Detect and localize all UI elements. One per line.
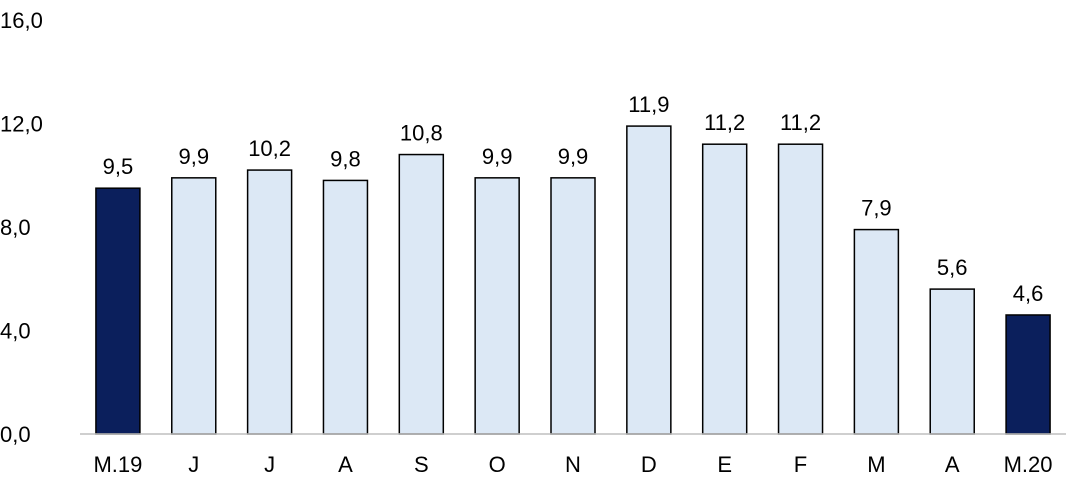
x-tick-label: J [188, 452, 199, 477]
bar [322, 179, 369, 435]
bar [246, 169, 293, 435]
bar-value-label: 11,2 [704, 110, 745, 135]
x-tick-label: A [338, 452, 353, 477]
x-tick-label: M.20 [1004, 452, 1053, 477]
bar [626, 125, 672, 435]
bar-value-label: 9,8 [330, 146, 361, 171]
bar [777, 143, 824, 435]
x-tick-label: N [565, 452, 581, 477]
x-tick-label: D [641, 452, 657, 477]
y-tick-label: 0,0 [0, 422, 31, 447]
x-tick-label: E [717, 452, 732, 477]
bar [171, 177, 217, 435]
bar-value-label: 4,6 [1013, 281, 1044, 306]
bar-value-label: 10,2 [248, 136, 291, 161]
bar [701, 143, 748, 435]
x-tick-label: A [945, 452, 960, 477]
bar-value-label: 11,9 [628, 92, 669, 117]
bar [1005, 314, 1051, 435]
bar [853, 228, 900, 435]
bar-value-label: 11,2 [780, 110, 821, 135]
x-axis-labels: M.19 J J A S O N D E F M A M.20 [93, 452, 1052, 477]
x-tick-label: J [264, 452, 275, 477]
y-tick-label: 16,0 [0, 8, 43, 33]
value-labels: 9,5 9,9 10,2 9,8 10,8 9,9 9,9 11,9 11,2 11,2 7,9 5,… [103, 92, 1044, 306]
bar-value-label: 5,6 [937, 255, 968, 280]
bar-value-label: 9,9 [482, 144, 513, 169]
x-tick-label: M.19 [93, 452, 142, 477]
bar [550, 177, 596, 435]
bars [95, 125, 1051, 435]
x-tick-label: S [414, 452, 429, 477]
bar-value-label: 9,9 [558, 144, 589, 169]
bar [929, 288, 975, 435]
bar [474, 177, 520, 435]
y-axis-ticks: 0,0 4,0 8,0 12,0 16,0 [0, 8, 43, 447]
bar-value-label: 9,9 [178, 144, 209, 169]
y-tick-label: 8,0 [0, 215, 31, 240]
y-tick-label: 4,0 [0, 319, 31, 344]
bar [398, 153, 445, 435]
y-tick-label: 12,0 [0, 112, 43, 137]
x-tick-label: O [489, 452, 506, 477]
bar-value-label: 10,8 [400, 121, 443, 146]
bar-value-label: 7,9 [861, 196, 892, 221]
x-tick-label: F [794, 452, 807, 477]
x-tick-label: M [867, 452, 885, 477]
bar [95, 187, 141, 435]
bar-value-label: 9,5 [103, 154, 134, 179]
